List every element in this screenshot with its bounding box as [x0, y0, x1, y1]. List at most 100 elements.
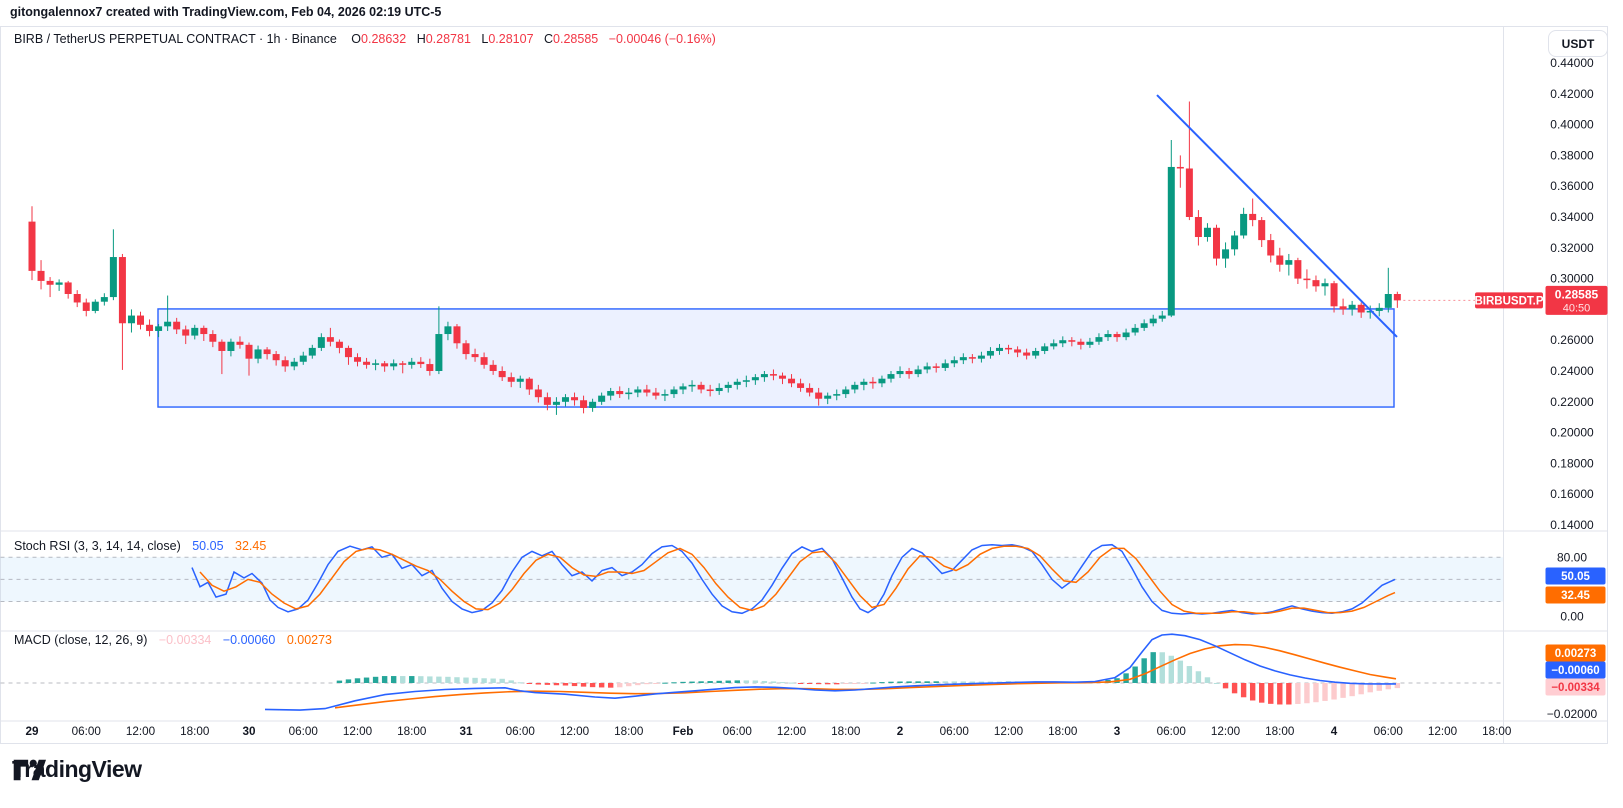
macd-histogram-bar [1331, 683, 1337, 700]
symbol-legend[interactable]: BIRB / TetherUS PERPETUAL CONTRACT · 1h … [14, 32, 716, 46]
price-tick-label: 0.42000 [1550, 87, 1594, 101]
macd-histogram-bar [861, 683, 867, 684]
macd-main-line [264, 633, 1396, 711]
candle-body [390, 363, 398, 367]
time-tick-label: 4 [1331, 725, 1338, 738]
drawing-rectangle-zone[interactable] [157, 308, 1395, 408]
time-tick-label: 18:00 [397, 725, 427, 738]
candle-body [272, 354, 280, 361]
candle-body [1393, 294, 1401, 301]
macd-histogram-bar [1123, 673, 1129, 683]
macd-histogram-bar [535, 683, 542, 685]
macd-histogram-bar [400, 676, 406, 683]
time-tick-label: 2 [897, 725, 904, 738]
macd-histogram-bar [508, 680, 514, 683]
candle-body [1176, 166, 1184, 169]
stoch-d-line [199, 545, 1396, 615]
candle-body [498, 371, 506, 378]
macd-histogram-bar [951, 681, 957, 683]
change-value: −0.00046 (−0.16%) [608, 32, 716, 46]
stoch-rsi-indicator-title[interactable]: Stoch RSI (3, 3, 14, 14, close) 50.05 32… [14, 539, 266, 553]
macd-histogram-bar [915, 681, 921, 683]
macd-histogram-bar [526, 683, 533, 684]
candle-body [815, 392, 823, 399]
macd-histogram-bar [1159, 652, 1165, 683]
macd-histogram-bar [499, 678, 505, 683]
candle-body [869, 381, 877, 384]
macd-histogram-bar [1313, 683, 1319, 703]
time-tick-label: 06:00 [723, 725, 753, 738]
macd-histogram-bar [1349, 683, 1355, 697]
candle-body [91, 301, 99, 311]
candle-body [896, 371, 904, 375]
candle-body [598, 395, 606, 402]
macd-histogram-bar [707, 681, 713, 683]
macd-histogram-bar [517, 682, 523, 684]
open-label: O [351, 32, 362, 46]
candle-body [905, 371, 913, 375]
macd-histogram-bar [553, 683, 560, 686]
macd-histogram-bar [445, 676, 451, 683]
candle-body [1348, 304, 1356, 310]
candle-body [308, 347, 316, 356]
price-tick-label: 0.32000 [1550, 241, 1594, 255]
time-tick-label: 06:00 [506, 725, 536, 738]
macd-histogram-bar [607, 683, 614, 688]
price-pane[interactable] [1, 27, 1504, 532]
macd-name[interactable]: MACD (close, 12, 26, 9) [14, 633, 148, 647]
candle-body [1240, 213, 1248, 236]
symbol-price-label [1475, 292, 1543, 309]
candle-body [760, 374, 768, 378]
currency-unit-button[interactable]: USDT [1548, 30, 1608, 57]
candle-body [254, 349, 262, 359]
candle-body [923, 366, 931, 370]
macd-histogram-bar [345, 679, 352, 683]
candle-body [959, 357, 967, 361]
candle-body [571, 397, 579, 401]
macd-histogram-bar [770, 681, 777, 683]
close-label: C [544, 32, 554, 46]
candle-body [263, 349, 271, 355]
drawing-trendline[interactable] [1156, 94, 1398, 338]
stoch-axis-badge [1545, 586, 1606, 604]
candle-body [968, 357, 976, 359]
attribution-text: gitongalennox7 created with TradingView.… [10, 5, 442, 19]
macd-histogram-bar [1394, 683, 1401, 689]
candle-body [408, 361, 416, 365]
macd-histogram-bar [960, 681, 967, 683]
candle-body [55, 282, 63, 285]
time-tick-label: 18:00 [1265, 725, 1295, 738]
time-tick-label: 18:00 [1048, 725, 1078, 738]
bar-countdown: 40:50 [1563, 302, 1591, 314]
macd-histogram-bar [879, 682, 885, 684]
macd-axis-badge [1545, 644, 1606, 662]
macd-indicator-title[interactable]: MACD (close, 12, 26, 9) −0.00334 −0.0006… [14, 633, 332, 647]
candle-body [679, 386, 687, 390]
candle-body [100, 297, 108, 302]
macd-histogram-bar [1385, 683, 1391, 690]
macd-histogram-bar [1177, 660, 1184, 683]
candle-body [1303, 278, 1311, 281]
macd-histogram-bar [1132, 666, 1138, 683]
time-tick-label: 06:00 [289, 725, 319, 738]
macd-histogram-bar [653, 683, 659, 684]
symbol-description[interactable]: BIRB / TetherUS PERPETUAL CONTRACT · 1h … [14, 32, 337, 46]
macd-histogram-bar [472, 677, 478, 683]
candle-body [1167, 166, 1175, 316]
candle-body [182, 329, 190, 336]
macd-histogram-bar [1268, 683, 1274, 704]
candle-body [1185, 168, 1193, 217]
candle-body [733, 381, 741, 385]
candle-body [1384, 294, 1392, 308]
stoch-axis-badge-text: 50.05 [1561, 571, 1590, 583]
candle-body [833, 394, 841, 396]
tradingview-logo[interactable]: TradingView [12, 756, 142, 783]
candle-body [932, 366, 940, 368]
candle-body [146, 324, 154, 331]
candle-body [797, 383, 805, 388]
stoch-rsi-name[interactable]: Stoch RSI (3, 3, 14, 14, close) [14, 539, 181, 553]
candle-body [218, 341, 226, 351]
candle-body [1321, 283, 1329, 287]
macd-histogram-bar [933, 681, 939, 683]
